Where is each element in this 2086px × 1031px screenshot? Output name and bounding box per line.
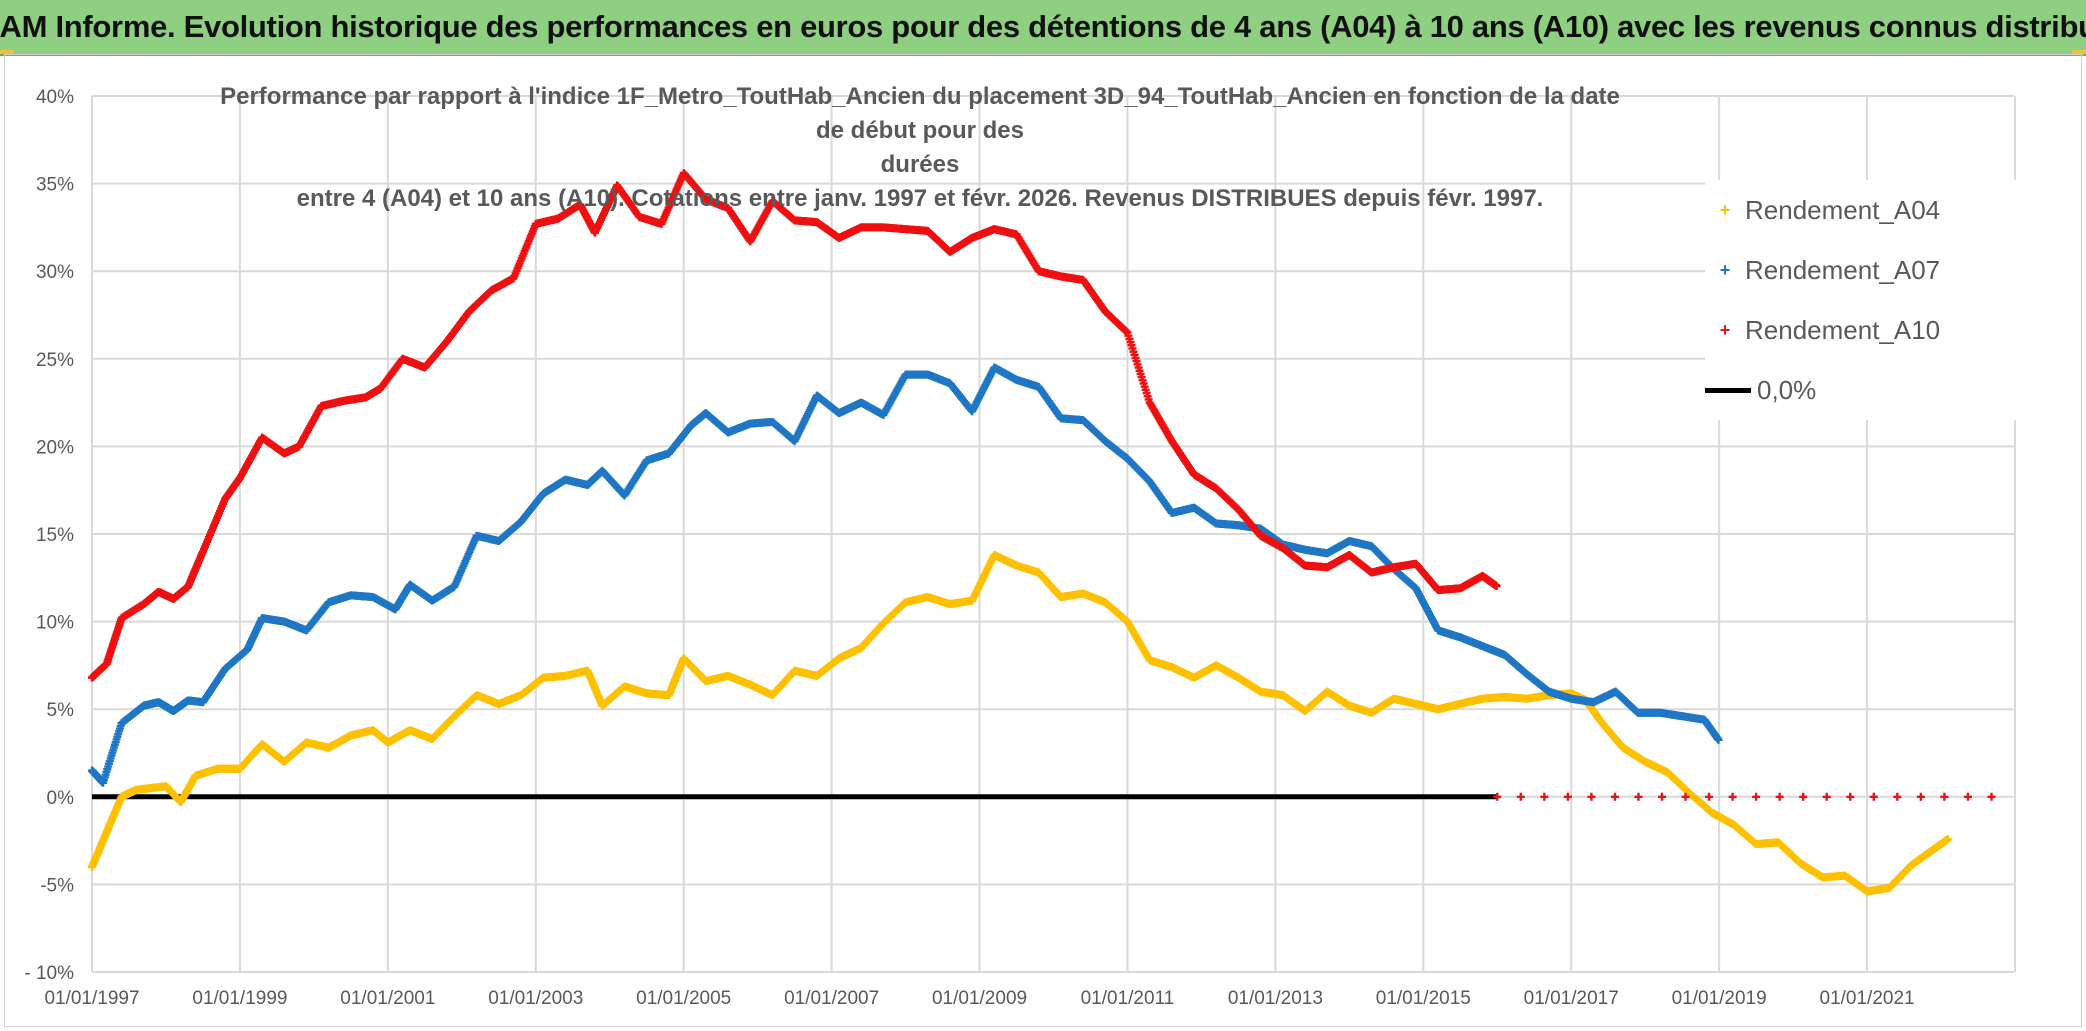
x-tick-label: 01/01/2009	[932, 988, 1027, 1009]
x-tick-label: 01/01/1997	[44, 988, 139, 1009]
chart-frame	[4, 54, 2082, 1027]
x-tick-label: 01/01/2019	[1672, 988, 1767, 1009]
x-tick-label: 01/01/2021	[1820, 988, 1915, 1009]
x-tick-label: 01/01/2007	[784, 988, 879, 1009]
corner-accent-left	[0, 50, 14, 54]
report-banner: ADAM Informe. Evolution historique des p…	[0, 0, 2086, 56]
y-tick-label: 25%	[36, 350, 74, 371]
y-tick-label: 15%	[36, 525, 74, 546]
series-Rendement_A07	[88, 363, 1723, 787]
series-Rendement_A10	[88, 169, 1501, 682]
y-tick-label: 0%	[47, 788, 75, 809]
y-tick-label: 20%	[36, 437, 74, 458]
x-tick-label: 01/01/2017	[1524, 988, 1619, 1009]
x-tick-label: 01/01/2015	[1376, 988, 1471, 1009]
x-tick-label: 01/01/1999	[192, 988, 287, 1009]
y-tick-label: - 10%	[24, 963, 74, 984]
banner-title: ADAM Informe. Evolution historique des p…	[0, 9, 2086, 44]
x-tick-label: 01/01/2013	[1228, 988, 1323, 1009]
y-tick-label: -5%	[40, 875, 74, 896]
y-tick-label: 5%	[47, 700, 75, 721]
series-Rendement_A04	[88, 551, 1952, 896]
y-tick-label: 10%	[36, 613, 74, 634]
x-tick-label: 01/01/2005	[636, 988, 731, 1009]
data-point	[1943, 835, 1952, 844]
x-tick-label: 01/01/2001	[340, 988, 435, 1009]
y-tick-label: 30%	[36, 262, 74, 283]
y-tick-label: 35%	[36, 175, 74, 196]
corner-accent-right	[2072, 50, 2086, 54]
y-tick-label: 40%	[36, 87, 74, 108]
x-tick-label: 01/01/2011	[1081, 988, 1175, 1009]
x-tick-label: 01/01/2003	[488, 988, 583, 1009]
